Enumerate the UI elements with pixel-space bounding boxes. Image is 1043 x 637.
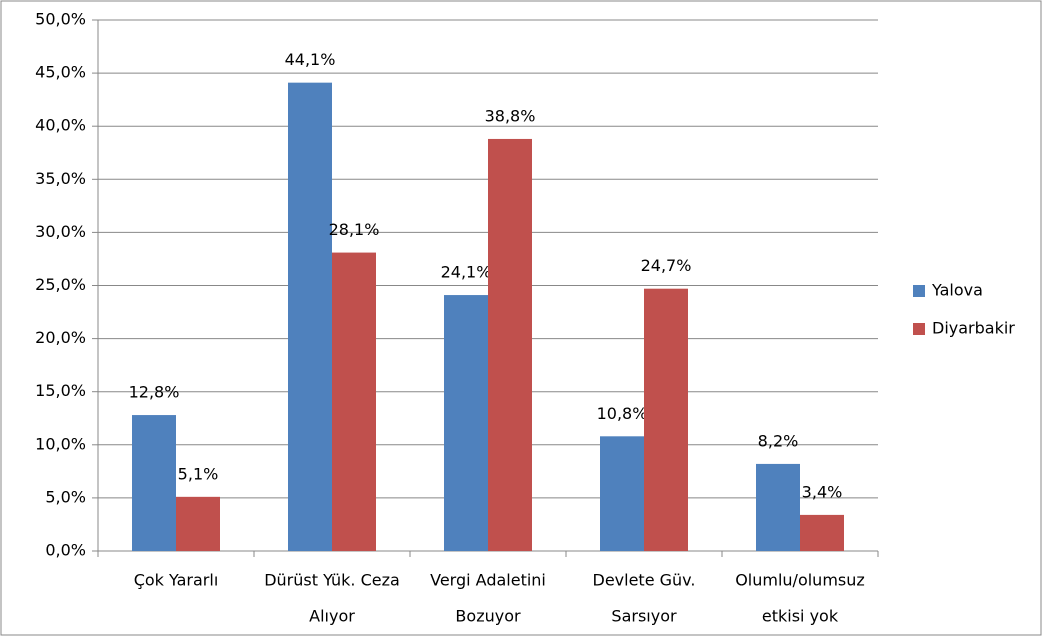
value-label: 3,4% — [802, 482, 843, 501]
value-label: 12,8% — [129, 383, 180, 402]
bar — [644, 288, 688, 551]
value-label: 10,8% — [597, 404, 648, 423]
value-label: 44,1% — [285, 50, 336, 69]
y-tick-label: 25,0% — [35, 275, 86, 294]
y-tick-label: 0,0% — [45, 541, 86, 560]
bar — [176, 496, 220, 551]
x-tick-label: Sarsıyor — [611, 607, 677, 626]
y-tick-label: 35,0% — [35, 169, 86, 188]
y-tick-label: 40,0% — [35, 116, 86, 135]
x-tick-label: Olumlu/olumsuz — [735, 571, 865, 590]
y-tick-label: 45,0% — [35, 63, 86, 82]
y-tick-label: 10,0% — [35, 434, 86, 453]
legend-swatch — [913, 323, 925, 335]
x-tick-label: Bozuyor — [455, 607, 521, 626]
value-label: 24,1% — [441, 263, 492, 282]
y-tick-label: 50,0% — [35, 10, 86, 29]
x-tick-label: Devlete Güv. — [593, 571, 696, 590]
bar — [288, 82, 332, 552]
value-label: 8,2% — [758, 431, 799, 450]
value-label: 24,7% — [641, 256, 692, 275]
y-tick-label: 20,0% — [35, 328, 86, 347]
value-label: 28,1% — [329, 220, 380, 239]
x-tick-label: Çok Yararlı — [134, 571, 219, 590]
bar — [488, 138, 532, 551]
value-label: 38,8% — [485, 106, 536, 125]
x-tick-label: Alıyor — [309, 607, 355, 626]
legend-label: Yalova — [931, 281, 983, 300]
x-tick-label: etkisi yok — [762, 607, 839, 626]
value-label: 5,1% — [178, 464, 219, 483]
x-tick-label: Vergi Adaletini — [430, 571, 546, 590]
bar — [444, 295, 488, 551]
y-tick-label: 30,0% — [35, 222, 86, 241]
bar — [132, 415, 176, 551]
legend-label: Diyarbakir — [932, 319, 1015, 338]
x-tick-label: Dürüst Yük. Ceza — [264, 571, 400, 590]
legend-swatch — [913, 285, 925, 297]
bar — [800, 514, 844, 551]
bar — [332, 252, 376, 551]
y-tick-label: 15,0% — [35, 381, 86, 400]
y-tick-label: 5,0% — [45, 487, 86, 506]
bar — [756, 463, 800, 551]
bar — [600, 436, 644, 551]
